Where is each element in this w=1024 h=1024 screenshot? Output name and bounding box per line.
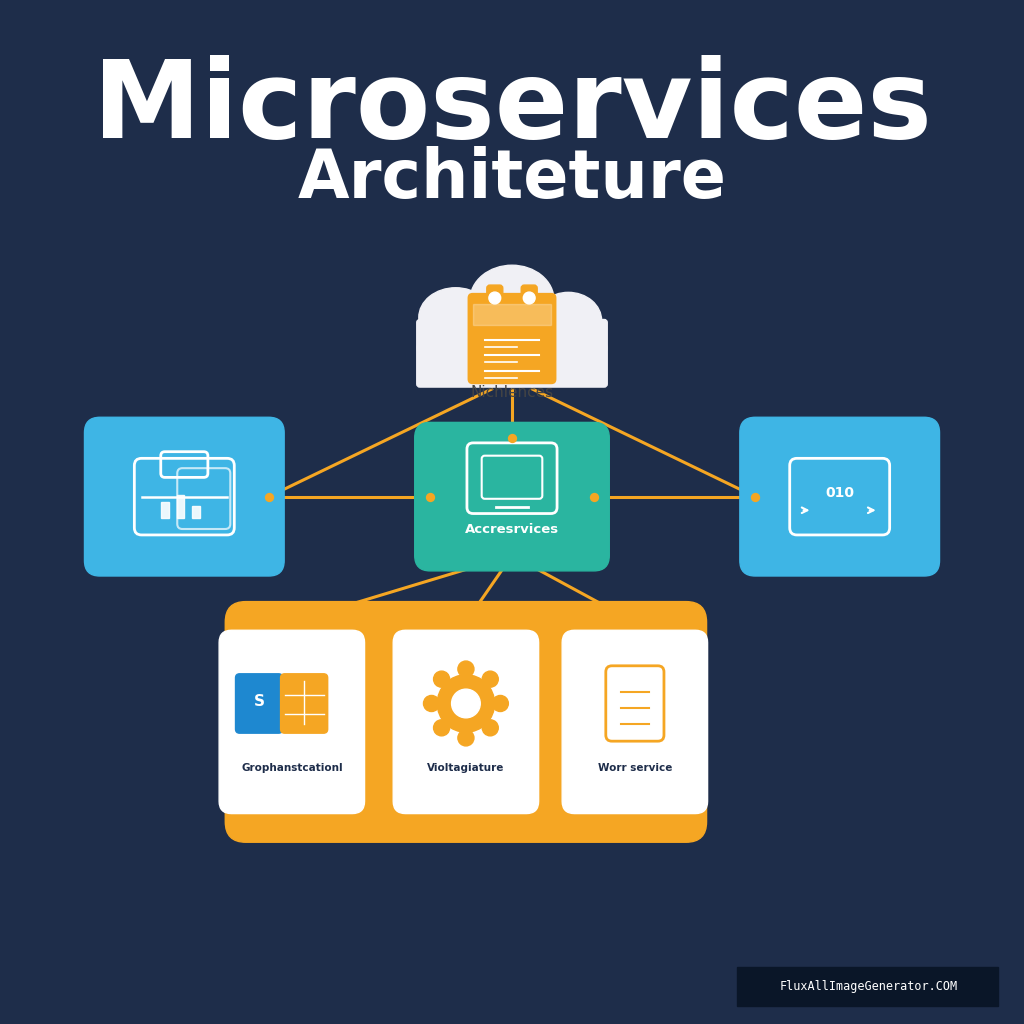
- Ellipse shape: [470, 265, 554, 335]
- Point: [614, 686, 627, 698]
- Text: Microservices: Microservices: [92, 54, 932, 161]
- Point: [521, 501, 534, 513]
- FancyBboxPatch shape: [473, 304, 551, 325]
- Point: [614, 701, 627, 714]
- Circle shape: [482, 671, 499, 687]
- Point: [511, 372, 523, 384]
- FancyBboxPatch shape: [219, 631, 365, 813]
- Point: [479, 334, 492, 346]
- Point: [511, 341, 523, 353]
- FancyBboxPatch shape: [193, 507, 200, 518]
- Circle shape: [433, 671, 450, 687]
- Text: Nichlences: Nichlences: [470, 385, 554, 399]
- Ellipse shape: [535, 293, 602, 348]
- Point: [479, 356, 492, 369]
- Point: [746, 488, 763, 505]
- Circle shape: [523, 292, 536, 304]
- Point: [422, 488, 438, 505]
- FancyBboxPatch shape: [739, 418, 940, 575]
- Point: [532, 366, 545, 378]
- Point: [504, 430, 520, 446]
- Point: [221, 490, 233, 503]
- Point: [284, 614, 300, 631]
- Circle shape: [452, 689, 480, 718]
- Point: [511, 356, 523, 369]
- Ellipse shape: [419, 288, 493, 347]
- Point: [479, 366, 492, 378]
- Point: [479, 341, 492, 353]
- Point: [479, 349, 492, 361]
- FancyBboxPatch shape: [562, 631, 708, 813]
- Text: Violtagiature: Violtagiature: [427, 763, 505, 773]
- Text: FluxAllImageGenerator.COM: FluxAllImageGenerator.COM: [779, 980, 957, 992]
- FancyBboxPatch shape: [521, 285, 538, 308]
- Text: Architeture: Architeture: [298, 146, 726, 212]
- FancyBboxPatch shape: [281, 674, 328, 733]
- FancyBboxPatch shape: [415, 422, 609, 571]
- FancyBboxPatch shape: [176, 495, 184, 518]
- Circle shape: [458, 662, 474, 677]
- Point: [614, 718, 627, 730]
- Point: [260, 488, 276, 505]
- Circle shape: [433, 720, 450, 736]
- Circle shape: [424, 695, 439, 712]
- Text: Worr service: Worr service: [598, 763, 672, 773]
- Point: [490, 501, 503, 513]
- Circle shape: [437, 675, 495, 732]
- Point: [627, 614, 643, 631]
- Point: [643, 718, 655, 730]
- Point: [643, 701, 655, 714]
- Circle shape: [458, 730, 474, 745]
- FancyBboxPatch shape: [84, 418, 284, 575]
- Point: [458, 614, 474, 631]
- Point: [532, 349, 545, 361]
- FancyBboxPatch shape: [468, 293, 556, 384]
- Ellipse shape: [418, 309, 606, 386]
- Point: [586, 488, 602, 505]
- Text: Grophanstcationl: Grophanstcationl: [241, 763, 343, 773]
- Circle shape: [488, 292, 501, 304]
- Text: 010: 010: [825, 485, 854, 500]
- Text: S: S: [254, 694, 264, 709]
- FancyBboxPatch shape: [236, 674, 283, 733]
- Point: [135, 490, 147, 503]
- Circle shape: [482, 720, 499, 736]
- Point: [479, 372, 492, 384]
- FancyBboxPatch shape: [737, 967, 998, 1006]
- Text: Accresrvices: Accresrvices: [465, 523, 559, 536]
- FancyBboxPatch shape: [417, 319, 607, 387]
- FancyBboxPatch shape: [225, 602, 707, 842]
- Point: [532, 334, 545, 346]
- FancyBboxPatch shape: [486, 285, 503, 308]
- FancyBboxPatch shape: [161, 503, 169, 518]
- Circle shape: [493, 695, 508, 712]
- Point: [643, 686, 655, 698]
- FancyBboxPatch shape: [393, 631, 539, 813]
